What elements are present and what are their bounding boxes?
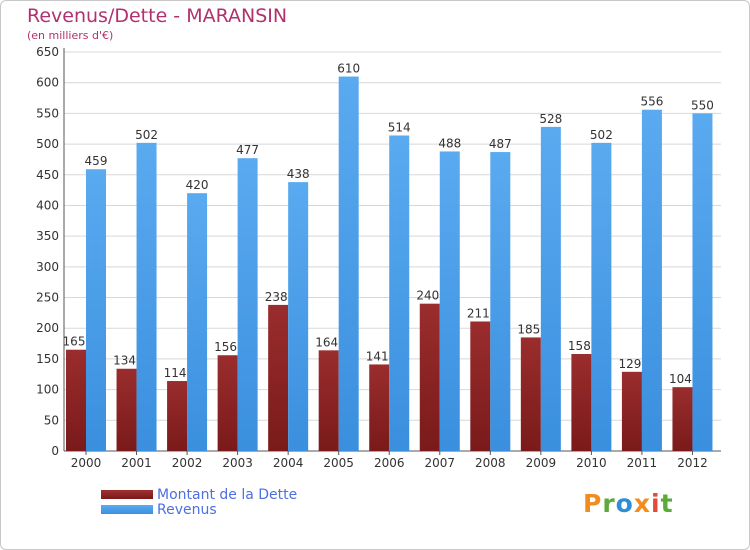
x-tick-label-2012: 2012	[677, 456, 708, 470]
bar-revenus-2005	[338, 76, 359, 452]
bar-revenus-2007	[439, 151, 460, 452]
bar-dette-2011	[621, 371, 642, 451]
value-label-revenus-2008: 487	[489, 137, 512, 151]
value-label-dette-2008: 211	[467, 306, 490, 320]
y-tick-label: 350	[36, 229, 59, 243]
y-tick-label: 450	[36, 168, 59, 182]
bar-dette-2008	[470, 321, 491, 451]
value-label-revenus-2007: 488	[438, 136, 461, 150]
proxiti-logo: Proxit	[583, 489, 674, 518]
y-tick-label: 150	[36, 352, 59, 366]
bar-dette-2002	[167, 381, 188, 451]
value-label-revenus-2001: 502	[135, 128, 158, 142]
legend-label-dette: Montant de la Dette	[157, 486, 298, 503]
x-tick-label-2006: 2006	[374, 456, 405, 470]
bar-dette-2004	[268, 304, 289, 451]
x-tick-label-2003: 2003	[222, 456, 253, 470]
bar-dette-2010	[571, 354, 592, 451]
bar-dette-2003	[217, 355, 238, 451]
value-label-dette-2011: 129	[618, 357, 641, 371]
y-tick-label: 650	[36, 45, 59, 59]
x-tick-label-2011: 2011	[627, 456, 658, 470]
bar-revenus-2011	[641, 109, 662, 451]
value-label-revenus-2003: 477	[236, 143, 259, 157]
value-label-dette-2009: 185	[517, 322, 540, 336]
legend-label-revenus: Revenus	[157, 501, 217, 518]
value-label-revenus-2009: 528	[539, 112, 562, 126]
y-tick-label: 0	[51, 444, 59, 458]
y-tick-label: 100	[36, 383, 59, 397]
legend: Montant de la Dette Revenus	[101, 486, 298, 518]
value-label-revenus-2005: 610	[337, 62, 360, 76]
legend-swatch-dette	[101, 490, 153, 499]
value-label-dette-2002: 114	[164, 366, 187, 380]
y-tick-label: 600	[36, 76, 59, 90]
value-label-dette-2003: 156	[214, 340, 237, 354]
y-tick-label: 550	[36, 106, 59, 120]
value-label-revenus-2000: 459	[85, 154, 108, 168]
x-tick-label-2001: 2001	[121, 456, 152, 470]
x-tick-label-2002: 2002	[172, 456, 203, 470]
legend-item-revenus: Revenus	[101, 501, 297, 518]
bar-dette-2000	[66, 349, 86, 451]
x-tick-label-2009: 2009	[526, 456, 557, 470]
bar-dette-2006	[369, 364, 390, 451]
chart-subtitle: (en milliers d'€)	[27, 29, 114, 42]
x-tick-label-2008: 2008	[475, 456, 506, 470]
legend-item-dette: Montant de la Dette	[101, 486, 298, 503]
value-label-revenus-2012: 550	[691, 98, 714, 112]
value-label-revenus-2002: 420	[186, 178, 209, 192]
bar-revenus-2002	[187, 193, 208, 451]
value-label-dette-2006: 141	[366, 349, 389, 363]
value-label-revenus-2004: 438	[287, 167, 310, 181]
y-tick-label: 400	[36, 198, 59, 212]
bar-dette-2007	[419, 303, 440, 451]
value-label-dette-2005: 164	[315, 335, 338, 349]
bar-dette-2001	[116, 368, 137, 451]
bar-revenus-2010	[591, 142, 612, 451]
legend-swatch-revenus	[101, 505, 153, 514]
chart-title: Revenus/Dette - MARANSIN	[27, 5, 288, 27]
bar-revenus-2006	[389, 135, 410, 451]
value-label-dette-2012: 104	[669, 372, 692, 386]
bar-revenus-2001	[136, 142, 157, 451]
value-label-dette-2004: 238	[265, 290, 288, 304]
bar-revenus-2009	[540, 126, 561, 452]
x-tick-label-2004: 2004	[273, 456, 304, 470]
x-tick-label-2007: 2007	[424, 456, 455, 470]
bar-dette-2009	[520, 337, 541, 451]
y-tick-label: 200	[36, 321, 59, 335]
bar-revenus-2000	[86, 169, 106, 451]
value-label-revenus-2011: 556	[640, 95, 663, 109]
value-label-dette-2007: 240	[416, 289, 439, 303]
bar-revenus-2008	[490, 152, 511, 451]
bar-dette-2012	[672, 387, 693, 451]
bar-revenus-2004	[288, 182, 309, 452]
y-tick-label: 500	[36, 137, 59, 151]
x-tick-label-2000: 2000	[71, 456, 102, 470]
bar-revenus-2012	[692, 113, 713, 451]
bar-dette-2005	[318, 350, 339, 451]
value-label-dette-2000: 165	[63, 335, 86, 349]
x-tick-label-2005: 2005	[323, 456, 354, 470]
value-label-dette-2001: 134	[113, 354, 136, 368]
y-tick-label: 300	[36, 260, 59, 274]
y-tick-label: 250	[36, 291, 59, 305]
x-tick-label-2010: 2010	[576, 456, 607, 470]
bar-revenus-2003	[237, 158, 258, 452]
value-label-revenus-2006: 514	[388, 120, 411, 134]
value-label-revenus-2010: 502	[590, 128, 613, 142]
y-tick-label: 50	[44, 413, 59, 427]
value-label-dette-2010: 158	[568, 339, 591, 353]
